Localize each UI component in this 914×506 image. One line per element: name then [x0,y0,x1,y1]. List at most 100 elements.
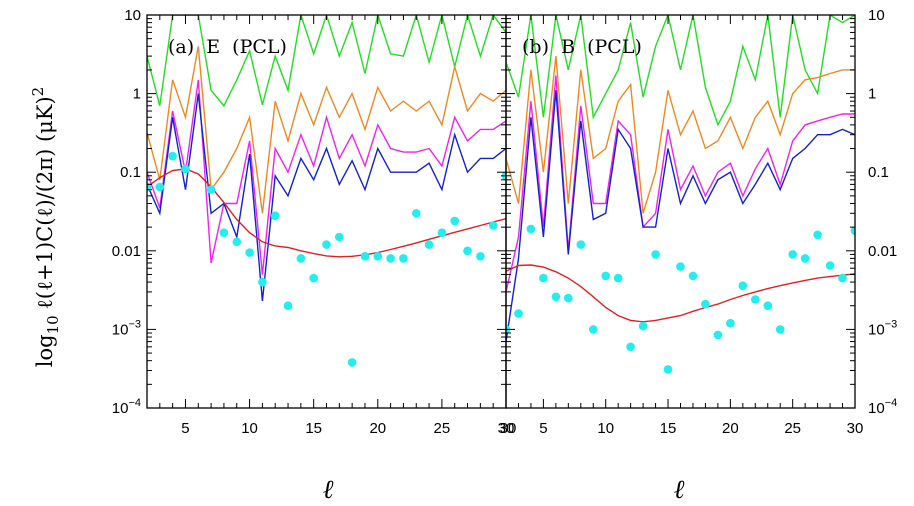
series-line-5 [147,168,506,258]
tick-exp: −4 [885,397,898,409]
data-point [763,301,773,311]
data-point [360,251,370,261]
data-point [775,325,785,334]
data-point [373,251,383,261]
data-point [437,228,447,237]
data-point [701,299,710,309]
data-point [155,182,165,192]
tick-exp: −3 [128,318,141,330]
data-point [551,292,561,302]
y-tick-label: 1 [133,86,141,103]
y-tick-label: 0.1 [120,164,141,181]
y-tick-label: 10−3 [112,318,141,338]
right-y-tick-label: 0.01 [868,243,897,260]
data-point [424,240,434,249]
y-axis-title: log10 ℓ(ℓ+1)C(ℓ)/(2π) (μK)2 [29,87,62,367]
x-tick-label: 20 [369,420,386,437]
data-point [322,240,331,249]
data-point [488,221,498,230]
series-line-2 [506,56,855,214]
data-point [450,216,460,226]
tick-base: 10 [112,400,129,417]
data-point [335,232,344,242]
data-point [738,281,748,291]
series-line-5 [506,264,855,323]
data-point [526,224,536,234]
y-tick-label: 0.01 [112,243,141,260]
data-point [800,254,810,263]
data-point [751,295,760,304]
ylabel-base: 10 [44,315,62,334]
data-point [576,240,586,249]
y-tick-label: 10 [124,7,141,24]
panel-label: (a) E (PCL) [168,36,287,58]
right-y-tick-label: 10 [868,7,885,24]
x-tick-label: 30 [498,420,515,437]
tick-base: 10 [868,321,885,338]
data-point [270,211,280,220]
plot-area [506,15,855,374]
data-point [258,277,267,287]
x-tick-label: 10 [597,420,614,437]
panel-label: (b) B (PCL) [522,36,642,58]
data-point [601,271,610,281]
data-point [386,254,395,263]
data-point [663,365,673,374]
data-point [850,226,855,235]
ylabel-body: ℓ(ℓ+1)C(ℓ)/(2π) (μK) [33,96,57,309]
ylabel-exp: 2 [29,87,47,97]
x-tick-label: 20 [722,420,739,437]
data-point [168,151,177,161]
ylabel-log: log [33,334,57,367]
data-point [688,271,698,281]
data-point [347,358,357,367]
series-line-1 [506,15,855,127]
x-tick-label: 25 [434,420,451,437]
data-point [539,273,548,283]
tick-base: 10 [868,400,885,417]
right-y-tick-label: 10−4 [868,397,897,417]
right-y-tick-label: 10−3 [868,318,897,338]
data-point [463,246,472,256]
x-tick-label: 30 [500,420,517,437]
data-point [813,230,822,240]
x-tick-label: 10 [241,420,258,437]
x-tick-label: 30 [847,420,864,437]
data-point [613,273,623,283]
data-point [825,261,835,270]
data-point [514,309,523,318]
series-line-2 [147,46,506,214]
data-point [283,301,293,311]
right-y-tick-label: 1 [868,86,876,103]
data-point [399,254,408,263]
data-point [245,248,254,257]
data-point [181,164,190,174]
data-point [626,342,635,352]
data-point [838,273,847,283]
x-axis-title-panel-a: ℓ [323,475,334,505]
series-line-3 [147,79,506,275]
series-line-4 [147,93,506,302]
plot-area [147,15,506,367]
data-point [788,250,797,259]
tick-base: 10 [112,321,129,338]
data-point [219,228,229,237]
data-point [412,209,421,218]
data-point [232,237,242,247]
data-point [589,325,598,334]
tick-exp: −4 [128,397,141,409]
plot-frame [505,14,856,409]
x-tick-label: 5 [181,420,189,437]
data-point [713,330,723,340]
series-line-1 [147,15,506,108]
tick-exp: −3 [885,318,898,330]
data-point [476,251,485,261]
x-tick-label: 15 [660,420,677,437]
data-point [206,185,216,194]
data-point [638,321,648,331]
data-point [309,273,319,283]
right-y-tick-label: 0.1 [868,164,889,181]
